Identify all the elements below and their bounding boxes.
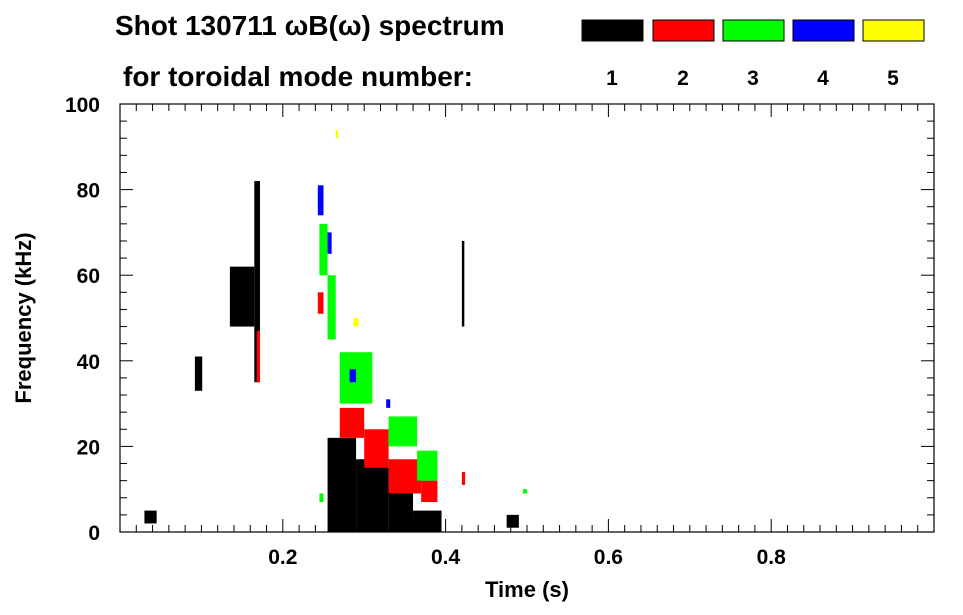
legend-label-mode-2: 2: [677, 67, 689, 90]
legend-swatch-mode-2: [652, 19, 715, 42]
x-axis: 0.2 0.4 0.6 0.8: [135, 104, 919, 569]
mode-1-region-7: [194, 356, 203, 391]
mode-1-region-8: [144, 510, 157, 524]
mode-2-region-4: [421, 480, 438, 503]
x-tick-label: 0.8: [757, 546, 787, 569]
x-tick-label: 0.4: [431, 546, 461, 569]
legend: 1 2 3 4 5: [581, 19, 925, 90]
legend-label-mode-4: 4: [817, 67, 829, 90]
mode-2-region-6: [256, 330, 261, 383]
mode-1-region-1: [327, 437, 357, 532]
mode-4-region-3: [349, 369, 357, 383]
mode-5-region-1: [353, 318, 359, 327]
plot-data: [144, 129, 527, 532]
legend-swatch-mode-4: [792, 19, 855, 42]
mode-1-region-4: [413, 510, 442, 532]
y-axis: 0 20 40 60 80 100: [65, 94, 934, 545]
mode-1-region-5: [229, 266, 255, 327]
x-axis-label: Time (s): [485, 577, 569, 602]
mode-1-region-6: [254, 181, 261, 383]
chart-title-line1: Shot 130711 ωB(ω) spectrum: [115, 10, 505, 41]
legend-label-mode-5: 5: [887, 67, 899, 90]
mode-4-region-2: [327, 232, 332, 254]
chart-title-line2: for toroidal mode number:: [123, 61, 473, 92]
y-tick-label: 0: [88, 522, 100, 545]
y-tick-label: 80: [77, 180, 100, 203]
legend-label-mode-3: 3: [747, 67, 759, 90]
legend-label-mode-1: 1: [606, 67, 618, 90]
y-tick-label: 100: [65, 94, 100, 117]
mode-4-region-1: [317, 185, 324, 216]
mode-3-region-2: [327, 275, 336, 340]
mode-2-region-2: [364, 429, 389, 468]
mode-1-region-2: [356, 459, 389, 532]
legend-swatch-mode-1: [581, 19, 644, 42]
mode-3-region-6: [319, 493, 324, 503]
x-tick-label: 0.2: [268, 546, 297, 569]
mode-5-region-2: [335, 129, 339, 139]
x-tick-label: 0.6: [594, 546, 623, 569]
mode-3-region-4: [388, 416, 418, 447]
mode-3-region-1: [319, 223, 328, 276]
mode-2-region-5: [317, 292, 324, 314]
mode-1-region-9: [461, 240, 465, 327]
mode-1-region-10: [506, 514, 519, 528]
y-tick-label: 60: [77, 265, 100, 288]
mode-4-region-4: [386, 399, 391, 408]
mode-3-region-7: [522, 489, 527, 494]
y-tick-label: 20: [77, 436, 100, 459]
y-axis-label: Frequency (kHz): [11, 232, 36, 403]
mode-2-region-1: [339, 407, 365, 438]
legend-swatch-mode-3: [722, 19, 785, 42]
mode-2-region-3: [388, 459, 422, 494]
mode-2-region-7: [461, 472, 466, 485]
legend-swatch-mode-5: [862, 19, 925, 42]
mode-1-region-3: [388, 489, 414, 532]
y-tick-label: 40: [77, 351, 100, 374]
mode-3-region-5: [417, 450, 438, 481]
